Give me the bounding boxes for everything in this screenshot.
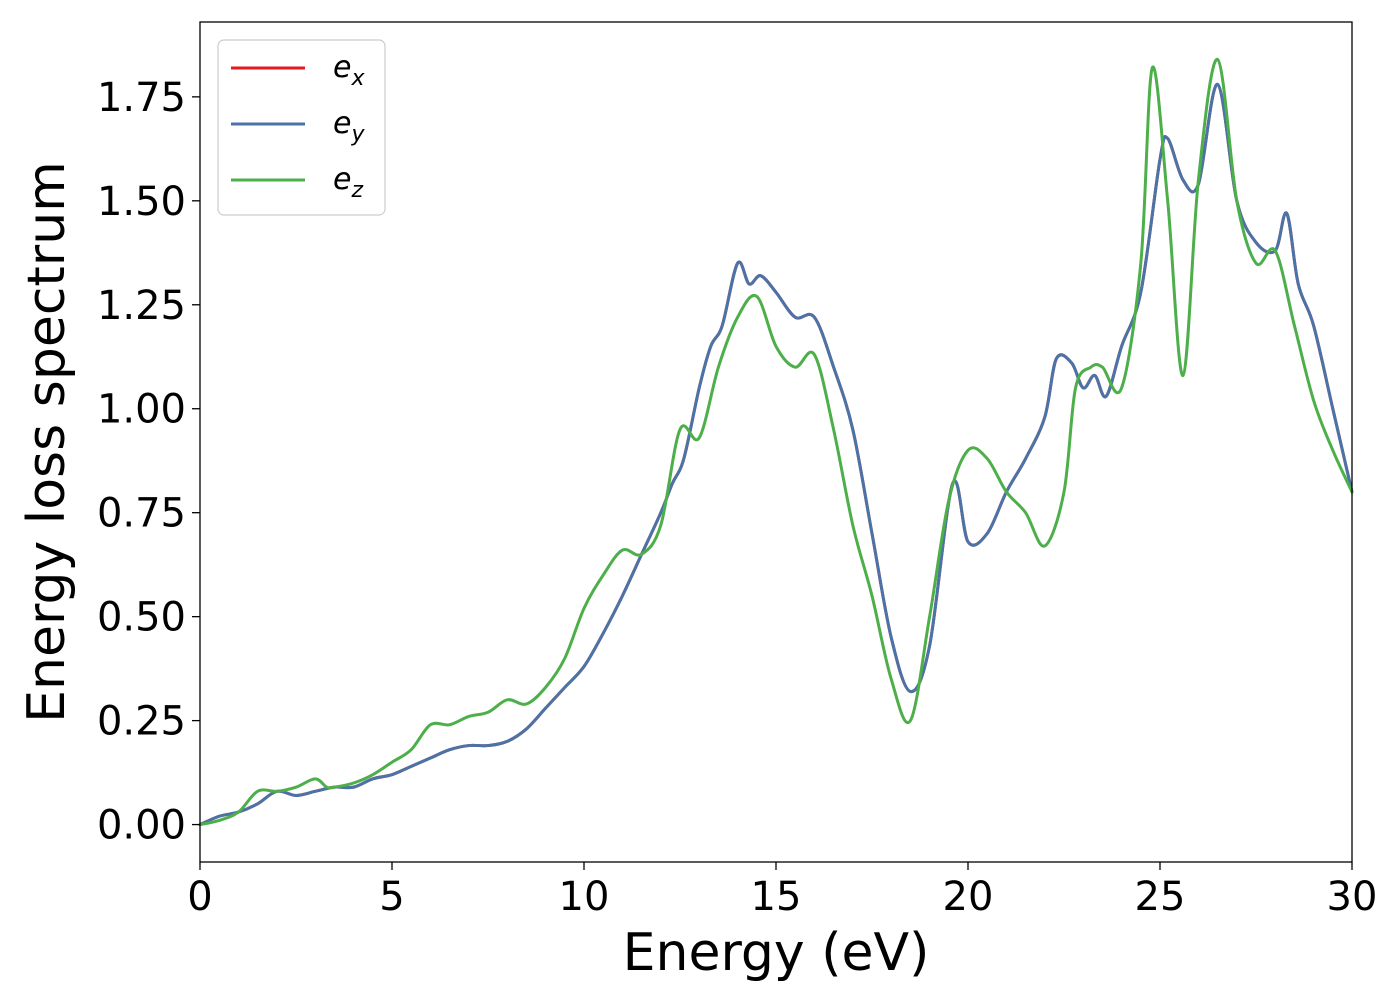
y-tick-label: 1.50	[97, 179, 186, 225]
legend-label-e-z: ez	[333, 162, 363, 203]
x-tick-label: 20	[943, 874, 994, 920]
x-axis-ticks: 0 5 10 15 20 25 30	[187, 862, 1377, 920]
x-tick-label: 10	[559, 874, 610, 920]
y-tick-label: 1.25	[97, 283, 186, 329]
x-tick-label: 0	[187, 874, 212, 920]
series-line-e-z	[198, 57, 1354, 827]
legend-label-e-y: ey	[333, 106, 365, 147]
series-line-e-y	[198, 82, 1354, 827]
series-layer	[198, 57, 1354, 827]
y-tick-label: 0.25	[97, 699, 186, 745]
x-tick-label: 5	[379, 874, 404, 920]
y-tick-label: 0.00	[97, 803, 186, 849]
y-axis-title: Energy loss spectrum	[17, 161, 77, 723]
x-axis-title: Energy (eV)	[623, 923, 930, 983]
y-tick-label: 1.75	[97, 75, 186, 121]
y-tick-label: 0.50	[97, 595, 186, 641]
legend-box	[217, 39, 386, 216]
legend-label-e-x: ex	[333, 50, 365, 91]
y-axis-ticks: 0.00 0.25 0.50 0.75 1.00 1.25 1.50 1.75	[97, 75, 200, 849]
x-tick-label: 30	[1327, 874, 1378, 920]
x-tick-label: 25	[1135, 874, 1186, 920]
y-tick-label: 0.75	[97, 491, 186, 537]
x-tick-label: 15	[751, 874, 802, 920]
legend: ex ey ez	[217, 39, 386, 216]
y-tick-label: 1.00	[97, 387, 186, 433]
